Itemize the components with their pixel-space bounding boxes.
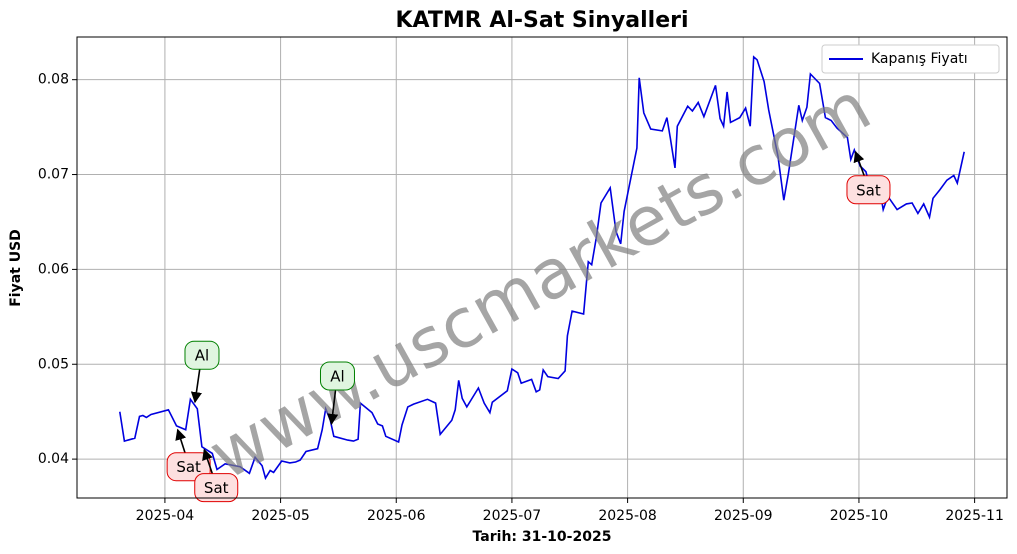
signal-arrow [175,428,187,454]
x-tick-label: 2025-05 [251,508,310,524]
x-axis-label: Tarih: 31-10-2025 [473,529,612,545]
signal-label: Al [330,368,344,386]
price-line [119,55,965,481]
legend-label: Kapanış Fiyatı [871,51,968,67]
chart-title: KATMR Al-Sat Sinyalleri [395,8,688,33]
signal-box [846,175,891,205]
x-tick-label: 2025-11 [945,508,1004,524]
plot-frame [76,36,1008,499]
watermark: www.uscmarkets.com [197,67,884,496]
y-tick-label: 0.08 [38,72,69,88]
y-tick-label: 0.05 [38,356,69,372]
signal-arrow [327,388,339,426]
signal-label: Al [195,347,209,365]
legend-box [821,44,1000,74]
signal-label: Sat [856,181,881,199]
signal-arrow [202,448,214,475]
signal-label: Sat [204,479,229,497]
y-tick-label: 0.07 [38,167,69,183]
x-tick-label: 2025-04 [136,508,195,524]
x-tick-label: 2025-08 [598,508,657,524]
signal-box [194,473,239,503]
signal-box [184,340,220,370]
signal-arrow [853,150,866,178]
x-tick-label: 2025-06 [367,508,426,524]
signal-box [319,361,355,391]
y-tick-label: 0.06 [38,261,69,277]
y-tick-label: 0.04 [38,451,69,467]
signal-label: Sat [176,458,201,476]
x-tick-label: 2025-07 [483,508,542,524]
signal-arrow [190,368,202,404]
y-axis-label: Fiyat USD [8,229,24,307]
x-tick-label: 2025-10 [830,508,889,524]
legend: Kapanış Fiyatı [821,44,1000,74]
x-tick-label: 2025-09 [714,508,773,524]
